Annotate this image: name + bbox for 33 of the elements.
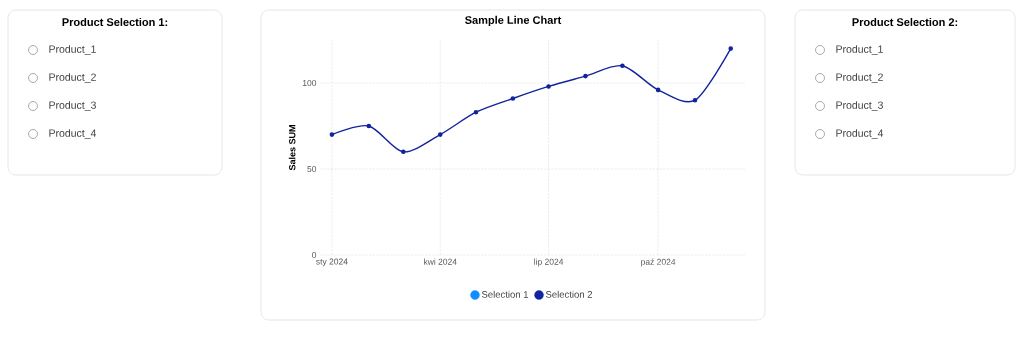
point: [473, 109, 479, 115]
point: [583, 73, 588, 79]
category-label: Product_2: [49, 73, 96, 83]
point: [728, 46, 734, 51]
point: [620, 63, 625, 69]
point: [401, 149, 406, 155]
x-tick-label: sty 2024: [316, 258, 348, 267]
y-tick-label: 0: [312, 252, 317, 258]
category-label: Product_3: [49, 101, 96, 111]
point: [510, 96, 516, 101]
y-tick-label: 50: [307, 166, 317, 172]
point: [366, 123, 372, 129]
legend-label: Selection 2: [545, 290, 593, 298]
point: [655, 87, 661, 93]
chart-title: Sample Line Chart: [465, 15, 562, 27]
point: [437, 132, 443, 137]
point: [329, 132, 335, 137]
text: Product Selection 2:: [852, 17, 958, 27]
point: [546, 84, 551, 89]
category-label: Product_1: [836, 45, 883, 55]
x-tick-label: lip 2024: [534, 258, 564, 267]
category-label: Product_4: [836, 129, 884, 139]
x-tick-label: paź 2024: [641, 258, 676, 267]
category-label: Product_1: [49, 45, 96, 55]
y-tick-label: 100: [302, 79, 317, 86]
text: Product Selection 1:: [62, 17, 168, 27]
legend-label: Selection 1: [481, 290, 529, 298]
y-axis-title: Sales SUM: [288, 125, 296, 171]
point: [692, 97, 698, 103]
category-label: Product_2: [836, 73, 883, 83]
category-label: Product_4: [49, 129, 97, 139]
category-label: Product_3: [836, 101, 883, 111]
x-tick-label: kwi 2024: [424, 258, 457, 265]
